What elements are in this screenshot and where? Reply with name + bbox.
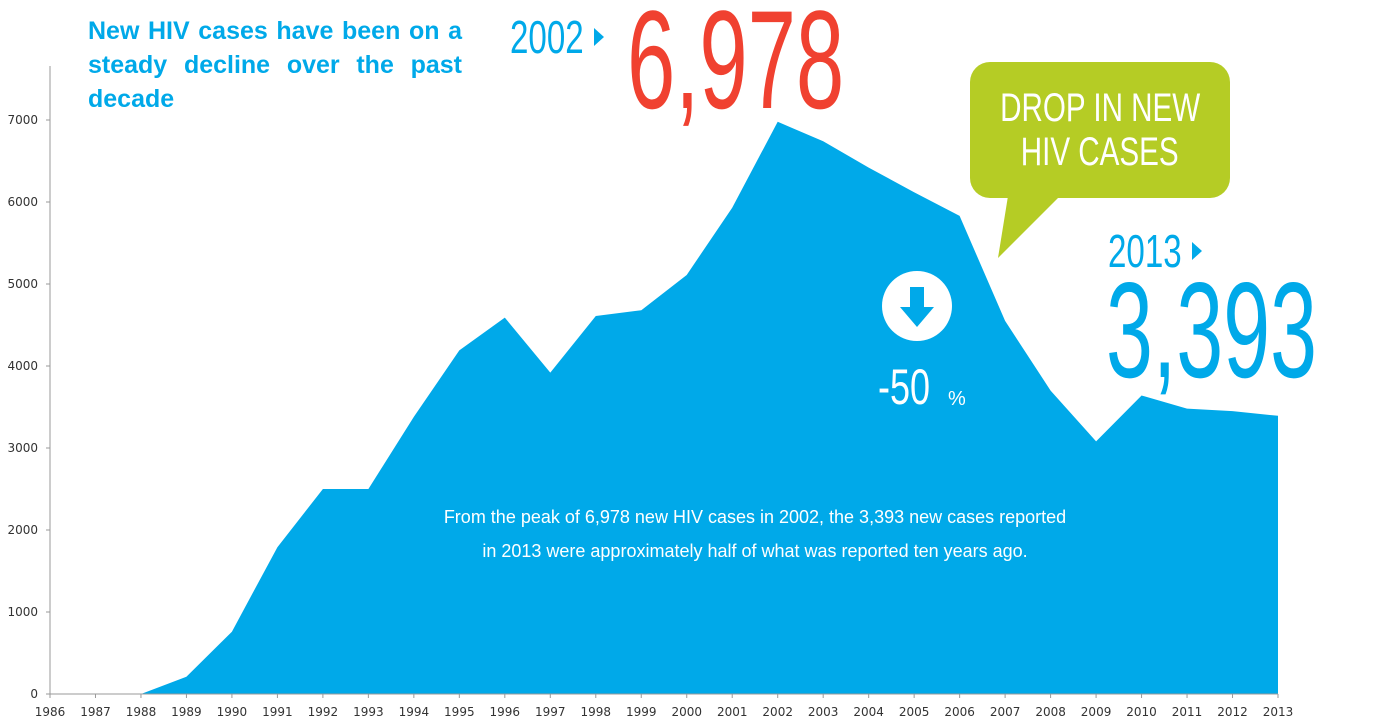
x-tick-label: 1997: [535, 705, 566, 719]
y-tick-label: 4000: [7, 359, 38, 373]
drop-speech-bubble: DROP IN NEW HIV CASES: [970, 62, 1230, 198]
x-tick-label: 1995: [444, 705, 475, 719]
x-tick-label: 2003: [808, 705, 839, 719]
x-tick-label: 2008: [1035, 705, 1066, 719]
x-tick-label: 1990: [217, 705, 248, 719]
x-tick-label: 1987: [80, 705, 111, 719]
x-tick-label: 1998: [581, 705, 612, 719]
y-tick-label: 1000: [7, 605, 38, 619]
drop-unit: %: [948, 388, 966, 410]
x-tick-label: 2002: [762, 705, 793, 719]
arrow-down-circle-icon: [882, 271, 952, 341]
x-tick-label: 1986: [35, 705, 66, 719]
series-area: [50, 121, 1278, 695]
peak-year: 2002: [510, 11, 584, 63]
chart-annotation: From the peak of 6,978 new HIV cases in …: [443, 507, 1067, 561]
latest-value: 3,393: [1106, 254, 1318, 406]
y-tick-label: 3000: [7, 441, 38, 455]
bubble-line-1: DROP IN NEW: [999, 86, 1201, 130]
x-tick-label: 2012: [1217, 705, 1248, 719]
latest-year: 2013: [1108, 225, 1182, 277]
triangle-right-icon: [594, 28, 605, 46]
drop-value: -50: [878, 359, 931, 415]
x-tick-label: 1996: [490, 705, 521, 719]
x-tick-label: 1992: [308, 705, 339, 719]
x-tick-label: 1991: [262, 705, 293, 719]
x-tick-label: 2000: [671, 705, 702, 719]
peak-year-callout: 2002: [510, 11, 605, 63]
peak-value: 6,978: [627, 0, 845, 138]
x-tick-label: 2011: [1172, 705, 1203, 719]
x-tick-label: 1999: [626, 705, 657, 719]
x-tick-label: 2004: [853, 705, 884, 719]
y-tick-label: 7000: [7, 113, 38, 127]
x-tick-label: 2001: [717, 705, 748, 719]
drop-percentage: -50 %: [878, 359, 966, 415]
bubble-tail: [998, 196, 1060, 258]
headline: New HIV cases have been on a steady decl…: [88, 17, 462, 113]
x-tick-label: 2005: [899, 705, 930, 719]
y-tick-label: 6000: [7, 195, 38, 209]
y-tick-label: 2000: [7, 523, 38, 537]
latest-year-callout: 2013: [1108, 225, 1203, 277]
x-tick-label: 2007: [990, 705, 1021, 719]
x-tick-label: 2009: [1081, 705, 1112, 719]
x-tick-label: 1989: [171, 705, 202, 719]
x-tick-label: 1993: [353, 705, 384, 719]
y-tick-label: 5000: [7, 277, 38, 291]
x-tick-label: 1988: [126, 705, 157, 719]
x-tick-label: 2006: [944, 705, 975, 719]
x-tick-label: 1994: [399, 705, 430, 719]
x-tick-label: 2010: [1126, 705, 1157, 719]
triangle-right-icon: [1192, 242, 1203, 260]
y-tick-label: 0: [30, 687, 38, 701]
x-tick-label: 2013: [1263, 705, 1294, 719]
bubble-line-2: HIV CASES: [1021, 130, 1179, 174]
